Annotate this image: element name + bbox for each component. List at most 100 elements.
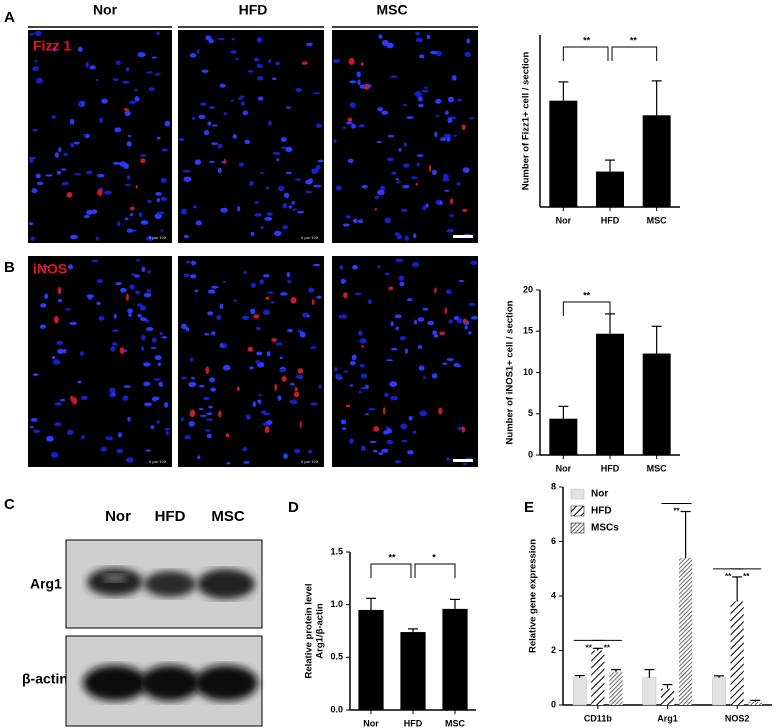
nucleus xyxy=(29,33,35,36)
y-tick-label: 6 xyxy=(551,536,556,546)
nucleus xyxy=(408,415,413,421)
nucleus xyxy=(217,37,225,41)
nucleus xyxy=(359,338,367,344)
x-tick-label: MSC xyxy=(647,215,668,225)
x-tick-label: MSC xyxy=(445,718,466,728)
nucleus xyxy=(446,358,455,361)
panel-label: C xyxy=(4,496,15,513)
nucleus xyxy=(192,205,198,209)
nucleus xyxy=(78,46,83,53)
blot-column: HFD xyxy=(155,508,186,525)
nucleus xyxy=(36,181,44,186)
stain xyxy=(205,366,210,375)
nucleus xyxy=(389,75,398,78)
nucleus xyxy=(35,77,43,84)
nucleus xyxy=(164,401,169,408)
stain xyxy=(439,331,446,336)
nucleus xyxy=(379,185,386,192)
nucleus xyxy=(470,260,478,266)
nucleus xyxy=(242,110,249,116)
nucleus xyxy=(412,430,417,434)
nucleus xyxy=(148,87,155,91)
bar xyxy=(572,677,587,706)
nucleus xyxy=(255,359,261,364)
nucleus xyxy=(279,356,283,360)
nucleus xyxy=(147,270,151,274)
nucleus xyxy=(59,398,66,402)
nucleus xyxy=(407,450,414,455)
nucleus xyxy=(384,392,389,398)
micrographs xyxy=(28,30,478,467)
nucleus xyxy=(153,378,161,381)
nucleus xyxy=(203,332,210,336)
scale-bar xyxy=(453,235,473,238)
stain xyxy=(374,208,378,211)
nucleus xyxy=(242,446,248,452)
scale-label: 0 μm 100 xyxy=(149,459,167,464)
nucleus xyxy=(85,170,93,175)
nucleus xyxy=(468,302,476,307)
nucleus xyxy=(208,405,213,409)
stain xyxy=(119,347,125,354)
nucleus xyxy=(113,161,121,165)
nucleus xyxy=(444,189,450,192)
nucleus xyxy=(85,61,89,68)
nucleus xyxy=(265,186,270,190)
scale-bar xyxy=(453,459,473,462)
legend-label: HFD xyxy=(591,506,612,517)
nucleus xyxy=(421,89,429,93)
bar xyxy=(591,650,605,705)
stain xyxy=(444,307,447,315)
nucleus xyxy=(181,208,188,215)
nucleus xyxy=(291,200,295,205)
nucleus xyxy=(250,231,255,236)
nucleus xyxy=(136,259,140,262)
x-tick-label: Nor xyxy=(556,215,572,225)
nucleus xyxy=(98,315,105,321)
nucleus xyxy=(425,203,429,208)
nucleus xyxy=(381,110,389,115)
y-tick-label: 0.0 xyxy=(330,704,343,714)
nucleus xyxy=(415,37,424,43)
nucleus xyxy=(70,142,75,148)
nucleus xyxy=(99,117,104,124)
nucleus xyxy=(288,205,293,209)
nucleus xyxy=(457,99,463,102)
nucleus xyxy=(144,402,152,407)
stain xyxy=(281,376,287,382)
nucleus xyxy=(266,351,271,357)
nucleus xyxy=(112,341,118,346)
nucleus xyxy=(69,321,78,326)
nucleus xyxy=(396,234,403,240)
nucleus xyxy=(211,142,218,146)
nucleus xyxy=(196,49,200,54)
panel-label: B xyxy=(4,259,15,276)
nucleus xyxy=(279,368,287,372)
scale-label: 0 μm 100 xyxy=(301,459,319,464)
nucleus xyxy=(140,346,145,352)
nucleus xyxy=(190,274,197,279)
legend-swatch xyxy=(570,522,585,534)
nucleus xyxy=(134,274,141,278)
bar xyxy=(730,601,744,705)
nucleus xyxy=(234,57,239,61)
nucleus xyxy=(34,59,38,63)
nucleus xyxy=(381,448,389,453)
y-tick-label: 15 xyxy=(523,326,533,336)
nucleus xyxy=(256,326,261,331)
nucleus xyxy=(381,39,389,46)
y-tick-label: 5 xyxy=(528,408,533,418)
nucleus xyxy=(64,308,72,311)
nucleus xyxy=(466,38,471,44)
nucleus xyxy=(146,71,153,74)
nucleus xyxy=(431,373,438,379)
nucleus xyxy=(442,173,449,180)
nucleus xyxy=(254,57,260,62)
nucleus xyxy=(359,363,366,368)
nucleus xyxy=(145,235,154,242)
nucleus xyxy=(249,180,254,187)
nucleus xyxy=(270,301,275,304)
significance-label: ** xyxy=(583,290,591,300)
column-header: Nor xyxy=(93,2,118,18)
nucleus xyxy=(137,313,142,318)
